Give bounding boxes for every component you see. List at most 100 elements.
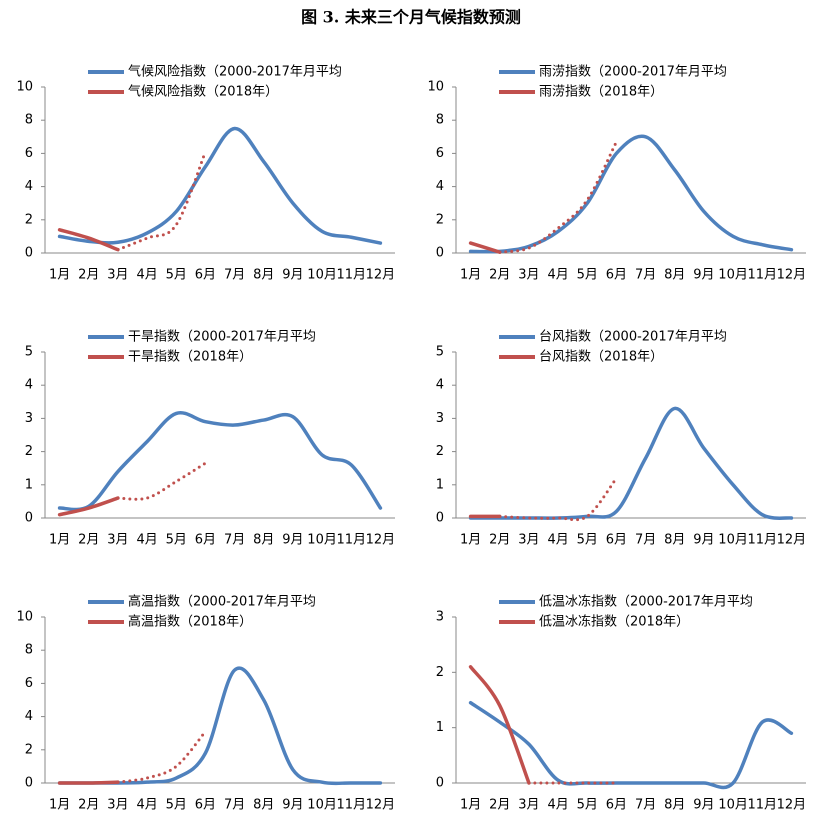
series-line <box>468 241 502 254</box>
series-line-dotted <box>498 476 618 522</box>
x-tick-label: 12月 <box>777 798 807 813</box>
x-tick-label: 11月 <box>336 533 366 548</box>
y-tick-label: 0 <box>436 511 444 526</box>
x-tick-label: 11月 <box>336 798 366 813</box>
y-tick-label: 0 <box>436 246 444 261</box>
x-tick-label: 4月 <box>547 268 568 283</box>
legend-label: 台风指数（2000-2017年月平均 <box>539 330 727 345</box>
y-tick-label: 2 <box>436 444 444 459</box>
series-line <box>468 701 794 790</box>
x-tick-label: 2月 <box>489 798 510 813</box>
series-line <box>468 134 794 254</box>
x-tick-label: 10月 <box>307 533 337 548</box>
x-tick-label: 6月 <box>606 798 627 813</box>
x-tick-label: 12月 <box>777 533 807 548</box>
x-tick-label: 11月 <box>747 798 777 813</box>
y-tick-label: 0 <box>436 776 444 791</box>
x-tick-label: 6月 <box>606 533 627 548</box>
y-tick-label: 3 <box>436 610 444 625</box>
x-tick-label: 4月 <box>547 533 568 548</box>
x-tick-label: 7月 <box>635 798 656 813</box>
y-tick-label: 0 <box>25 511 33 526</box>
x-tick-label: 5月 <box>166 268 187 283</box>
series-line <box>468 406 794 520</box>
x-tick-label: 1月 <box>460 268 481 283</box>
series-line <box>57 666 383 786</box>
y-tick-label: 1 <box>436 720 444 735</box>
x-tick-label: 3月 <box>107 798 128 813</box>
series-line <box>57 780 120 785</box>
figure-title: 图 3. 未来三个月气候指数预测 <box>301 8 521 27</box>
y-tick-label: 4 <box>436 179 444 194</box>
legend-label: 气候风险指数（2000-2017年月平均 <box>128 64 342 80</box>
x-tick-label: 8月 <box>664 533 685 548</box>
x-tick-label: 6月 <box>606 268 627 283</box>
y-tick-label: 6 <box>25 146 33 161</box>
y-tick-label: 5 <box>25 345 33 360</box>
series-line <box>57 496 120 517</box>
legend-label: 雨涝指数（2018年） <box>539 84 663 100</box>
x-tick-label: 3月 <box>107 268 128 283</box>
x-tick-label: 2月 <box>78 268 99 283</box>
x-tick-label: 2月 <box>489 533 510 548</box>
x-tick-label: 8月 <box>253 268 274 283</box>
x-tick-label: 10月 <box>307 798 337 813</box>
y-tick-label: 6 <box>436 146 444 161</box>
y-tick-label: 2 <box>25 212 33 227</box>
x-tick-label: 9月 <box>282 533 303 548</box>
x-tick-label: 1月 <box>49 533 70 548</box>
series-line <box>57 228 120 252</box>
x-tick-label: 4月 <box>136 268 157 283</box>
x-tick-label: 1月 <box>460 798 481 813</box>
y-tick-label: 2 <box>25 742 33 757</box>
legend-label: 气候风险指数（2018年） <box>128 84 278 100</box>
series-line-dotted <box>116 730 207 784</box>
x-tick-label: 6月 <box>195 798 216 813</box>
y-tick-label: 10 <box>16 610 33 625</box>
x-tick-label: 2月 <box>78 533 99 548</box>
y-tick-label: 6 <box>25 676 33 691</box>
x-tick-label: 10月 <box>718 268 748 283</box>
y-tick-label: 8 <box>25 643 33 658</box>
x-tick-label: 9月 <box>693 533 714 548</box>
legend-label: 高温指数（2000-2017年月平均 <box>128 594 316 610</box>
y-tick-label: 2 <box>436 665 444 680</box>
x-tick-label: 8月 <box>253 533 274 548</box>
x-tick-label: 11月 <box>747 268 777 283</box>
legend-label: 高温指数（2018年） <box>128 614 252 630</box>
y-tick-label: 2 <box>436 212 444 227</box>
legend-label: 台风指数（2018年） <box>539 350 663 365</box>
y-tick-label: 10 <box>427 80 444 95</box>
series-line <box>468 665 531 785</box>
x-tick-label: 1月 <box>460 533 481 548</box>
x-tick-label: 7月 <box>224 268 245 283</box>
x-tick-label: 7月 <box>224 533 245 548</box>
x-tick-label: 8月 <box>664 798 685 813</box>
y-tick-label: 4 <box>25 709 33 724</box>
x-tick-label: 9月 <box>693 798 714 813</box>
x-tick-label: 12月 <box>366 268 396 283</box>
y-tick-label: 0 <box>25 776 33 791</box>
x-tick-label: 10月 <box>718 533 748 548</box>
legend-label: 干旱指数（2018年） <box>128 350 252 365</box>
series-line-dotted <box>116 461 207 501</box>
x-tick-label: 12月 <box>366 533 396 548</box>
y-tick-label: 8 <box>25 113 33 128</box>
y-tick-label: 0 <box>25 246 33 261</box>
x-tick-label: 5月 <box>577 268 598 283</box>
y-tick-label: 4 <box>436 378 444 393</box>
x-tick-label: 8月 <box>253 798 274 813</box>
legend-label: 低温冰冻指数（2000-2017年月平均 <box>539 594 753 610</box>
x-tick-label: 10月 <box>718 798 748 813</box>
x-tick-label: 9月 <box>693 268 714 283</box>
x-tick-label: 5月 <box>166 533 187 548</box>
x-tick-label: 11月 <box>336 268 366 283</box>
x-tick-label: 4月 <box>547 798 568 813</box>
x-tick-label: 2月 <box>489 268 510 283</box>
x-tick-label: 4月 <box>136 533 157 548</box>
x-tick-label: 4月 <box>136 798 157 813</box>
y-tick-label: 3 <box>25 411 33 426</box>
y-tick-label: 8 <box>436 113 444 128</box>
x-tick-label: 6月 <box>195 533 216 548</box>
series-line <box>57 126 383 245</box>
